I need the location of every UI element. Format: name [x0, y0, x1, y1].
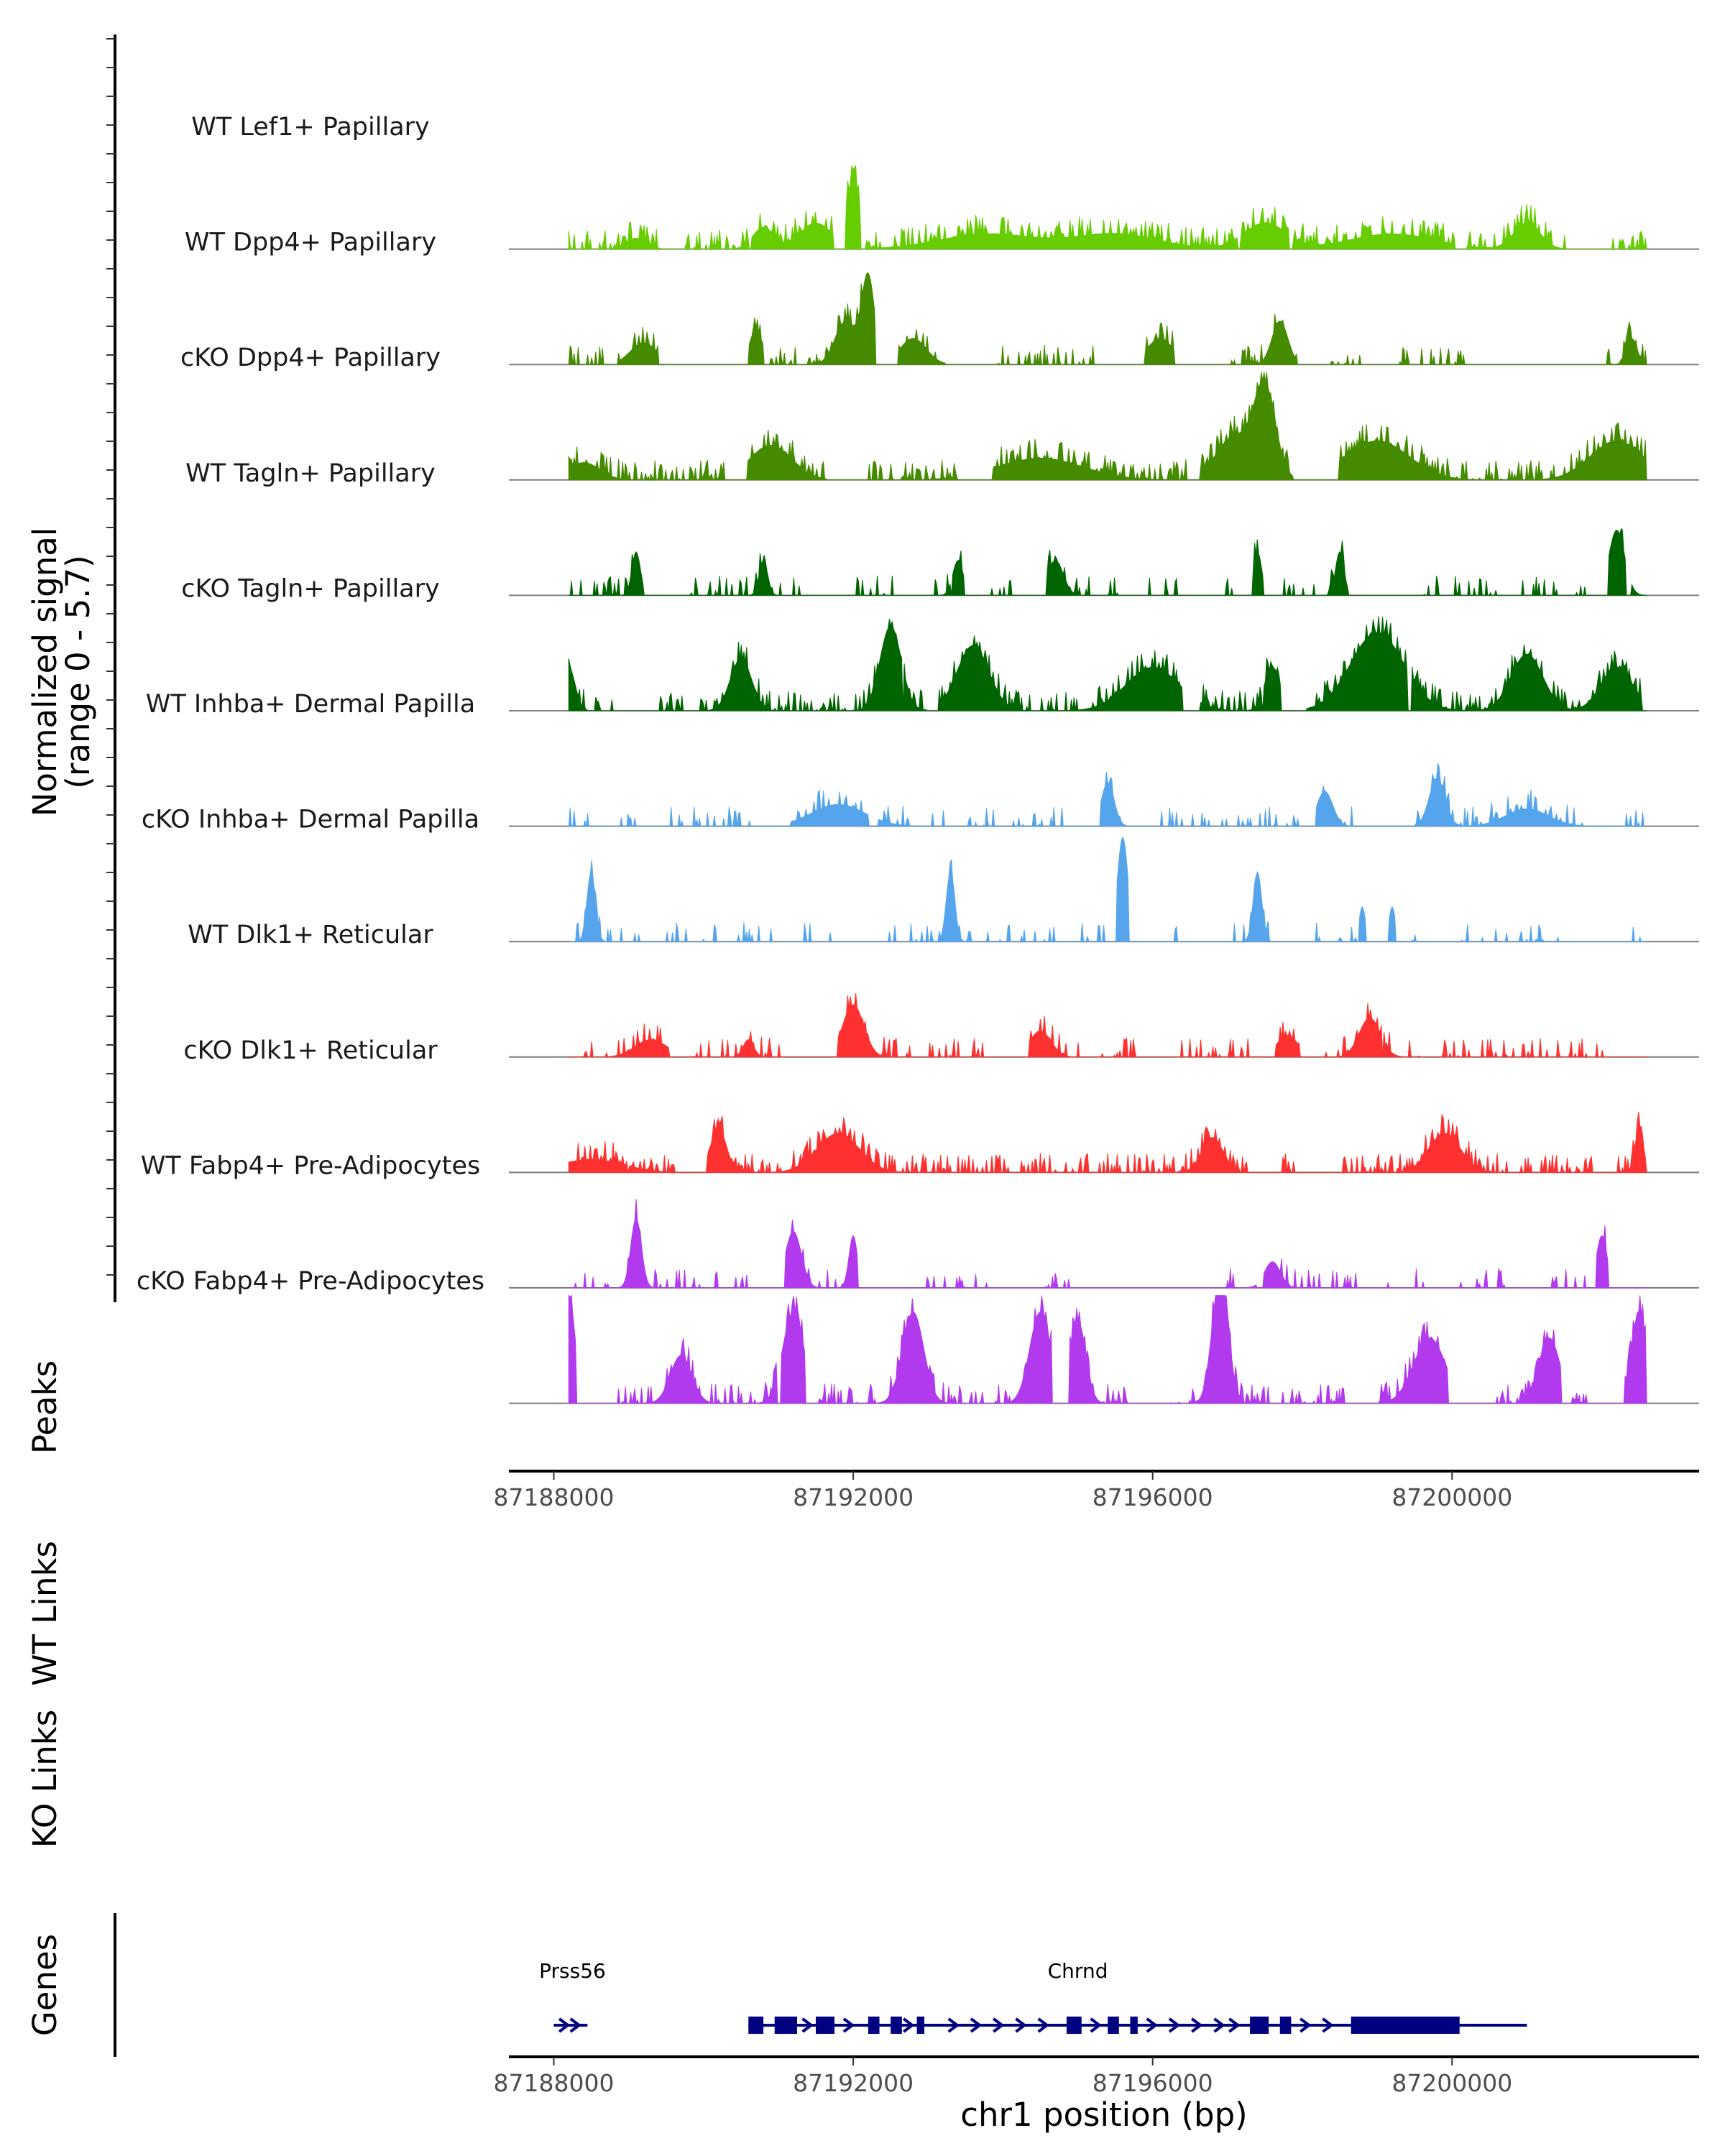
gene-exon — [868, 2017, 880, 2034]
coverage-area — [569, 528, 1647, 597]
coverage-area — [568, 763, 1647, 828]
strand-arrow-icon — [558, 2017, 571, 2033]
coverage-track: cKO Fabp4+ Pre-Adipocytes — [137, 1267, 1699, 1405]
x-tick-label: 87200000 — [1392, 1483, 1512, 1511]
gene-model: Prss56 — [539, 1959, 606, 2033]
gene-exon — [1279, 2017, 1292, 2034]
strand-arrow-icon — [947, 2017, 960, 2033]
gene-exon — [1250, 2017, 1269, 2034]
x-axis-title: chr1 position (bp) — [960, 2096, 1248, 2134]
coverage-area — [569, 836, 1647, 943]
x-tick-label: 87188000 — [494, 1483, 615, 1511]
x-tick-label: 87188000 — [494, 2069, 615, 2097]
x-tick-label: 87192000 — [793, 2069, 914, 2097]
coverage-track: cKO Inhba+ Dermal Papilla — [142, 806, 1699, 943]
x-tick-label: 87192000 — [793, 1483, 914, 1511]
coverage-track: cKO Tagln+ Papillary — [181, 574, 1699, 711]
strand-arrow-icon — [749, 2017, 762, 2033]
genes-track-label: Genes — [26, 1934, 64, 2036]
track-label: cKO Tagln+ Papillary — [181, 574, 440, 603]
strand-arrow-icon — [1190, 2017, 1203, 2033]
track-label: WT Fabp4+ Pre-Adipocytes — [141, 1151, 480, 1180]
strand-arrow-icon — [1090, 2017, 1102, 2033]
coverage-area — [568, 272, 1647, 367]
gene-exon — [1066, 2017, 1082, 2034]
coverage-track: WT Dlk1+ Reticular — [188, 921, 1699, 1059]
track-label: cKO Inhba+ Dermal Papilla — [142, 806, 479, 834]
coverage-area — [568, 165, 1647, 251]
gene-models: Prss56 Chrnd — [539, 1959, 1527, 2034]
y-axis-title-line2: (range 0 - 5.7) — [59, 555, 97, 788]
strand-arrow-icon — [970, 2017, 983, 2033]
gene-exon — [816, 2017, 835, 2034]
strand-arrow-icon — [842, 2017, 855, 2033]
ko-links-track-label: KO Links — [26, 1710, 64, 1848]
coverage-area — [568, 372, 1647, 482]
track-label: cKO Dlk1+ Reticular — [183, 1036, 438, 1065]
track-label: cKO Dpp4+ Papillary — [180, 344, 441, 372]
genes-x-axis-ticks: 87188000 87192000 87196000 87200000 — [494, 2057, 1512, 2097]
y-axis-title-line1: Normalized signal — [26, 528, 64, 817]
gene-exon — [1108, 2017, 1119, 2034]
coverage-area — [568, 1294, 1647, 1405]
coverage-area — [569, 1199, 1647, 1289]
gene-exon — [916, 2017, 925, 2034]
coverage-area — [568, 616, 1647, 711]
coverage-area — [568, 1112, 1647, 1174]
strand-arrow-icon — [569, 2017, 582, 2033]
x-tick-label: 87200000 — [1392, 2069, 1512, 2097]
wt-links-track-label: WT Links — [26, 1541, 64, 1686]
x-tick-label: 87196000 — [1092, 2069, 1213, 2097]
gene-exon — [774, 2017, 797, 2034]
track-label: WT Inhba+ Dermal Papilla — [146, 690, 475, 719]
coverage-track: WT Fabp4+ Pre-Adipocytes — [141, 1151, 1699, 1289]
strand-arrow-icon — [1146, 2017, 1159, 2033]
track-label: WT Dpp4+ Papillary — [185, 229, 436, 257]
strand-arrow-icon — [903, 2017, 915, 2033]
strand-arrow-icon — [1300, 2017, 1312, 2033]
track-label: cKO Fabp4+ Pre-Adipocytes — [137, 1267, 484, 1296]
x-tick-label: 87196000 — [1092, 1483, 1213, 1511]
gene-exon — [1351, 2017, 1460, 2034]
peaks-x-axis-ticks: 87188000 87192000 87196000 87200000 — [494, 1471, 1512, 1511]
gene-model: Chrnd — [748, 1959, 1527, 2034]
track-label: WT Tagln+ Papillary — [185, 459, 436, 488]
gene-exon — [891, 2017, 902, 2034]
peaks-track-label: Peaks — [26, 1360, 64, 1454]
gene-name: Prss56 — [539, 1959, 606, 1983]
strand-arrow-icon — [801, 2017, 814, 2033]
strand-arrow-icon — [1213, 2017, 1225, 2033]
strand-arrow-icon — [1322, 2017, 1334, 2033]
coverage-area — [569, 993, 1647, 1059]
strand-arrow-icon — [1037, 2017, 1050, 2033]
track-label: WT Lef1+ Papillary — [191, 113, 430, 142]
gene-exon — [1130, 2017, 1138, 2034]
strand-arrow-icon — [1015, 2017, 1027, 2033]
coverage-tracks: WT Lef1+ Papillary WT Dpp4+ Papillary cKO … — [137, 113, 1699, 1405]
coverage-track: WT Inhba+ Dermal Papilla — [146, 690, 1699, 828]
strand-arrow-icon — [1228, 2017, 1241, 2033]
strand-arrow-icon — [1168, 2017, 1181, 2033]
coverage-track: WT Dpp4+ Papillary — [185, 229, 1699, 367]
coverage-y-axis-ticks — [106, 38, 115, 1276]
coverage-track: cKO Dlk1+ Reticular — [183, 1036, 1699, 1174]
y-axis-title: Normalized signal (range 0 - 5.7) — [26, 528, 97, 817]
strand-arrow-icon — [992, 2017, 1005, 2033]
coverage-track: WT Tagln+ Papillary — [185, 459, 1699, 597]
coverage-track: WT Lef1+ Papillary — [191, 113, 1699, 251]
track-label: WT Dlk1+ Reticular — [188, 921, 433, 949]
gene-name: Chrnd — [1048, 1959, 1108, 1983]
coverage-track: cKO Dpp4+ Papillary — [180, 344, 1699, 482]
